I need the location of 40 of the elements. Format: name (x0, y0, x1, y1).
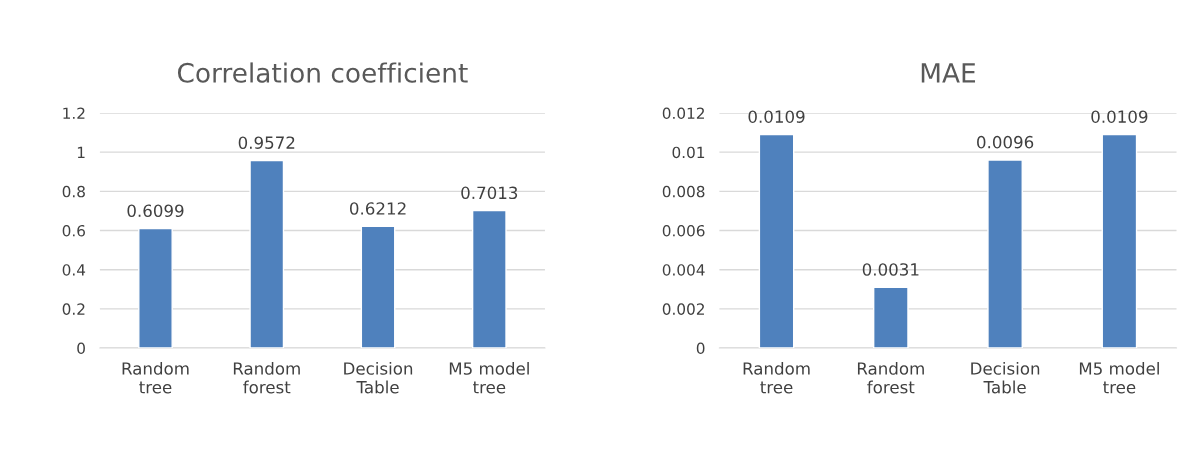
bar (872, 286, 909, 349)
data-label: 0.0109 (748, 110, 805, 123)
bar (1101, 133, 1138, 349)
x-tick-label: M5 model tree (449, 361, 529, 394)
x-tick-label: Random forest (233, 361, 300, 394)
y-tick-label: 0 (77, 342, 85, 355)
y-tick-label: 1 (77, 146, 85, 158)
bar (987, 159, 1023, 349)
chart-title: MAE (921, 63, 976, 83)
data-label: 0.0096 (977, 135, 1034, 149)
y-tick-label: 0.4 (62, 264, 86, 276)
data-label: 0.0031 (862, 263, 919, 276)
y-tick-label: 1.2 (63, 107, 85, 119)
y-tick-label: 0.01 (672, 146, 705, 159)
chart-title: Correlation coefficient (177, 62, 468, 83)
x-tick-label: Random forest (857, 361, 924, 394)
y-tick-label: 0.012 (662, 107, 704, 120)
bar (249, 159, 285, 349)
y-tick-label: 0.004 (662, 264, 705, 276)
bar (471, 209, 507, 349)
bar (138, 227, 173, 349)
x-tick-label: Decision Table (971, 361, 1040, 394)
data-label: 0.9572 (238, 136, 295, 149)
x-tick-label: M5 model tree (1079, 361, 1159, 394)
y-tick-label: 0.2 (62, 303, 85, 315)
bar (360, 225, 396, 349)
data-label: 0.7013 (461, 186, 518, 200)
y-tick-label: 0.008 (662, 185, 705, 198)
data-label: 0.6212 (349, 202, 406, 215)
y-tick-label: 0.6 (62, 224, 85, 237)
y-tick-label: 0.006 (662, 224, 705, 237)
data-label: 0.6099 (127, 204, 184, 218)
x-tick-label: Decision Table (344, 361, 413, 394)
y-tick-label: 0.002 (662, 303, 704, 315)
x-tick-label: Random tree (122, 361, 189, 394)
bar (758, 133, 795, 349)
data-label: 0.0109 (1091, 110, 1148, 123)
x-tick-label: Random tree (743, 361, 810, 394)
y-tick-label: 0 (696, 342, 705, 355)
y-tick-label: 0.8 (62, 185, 85, 198)
